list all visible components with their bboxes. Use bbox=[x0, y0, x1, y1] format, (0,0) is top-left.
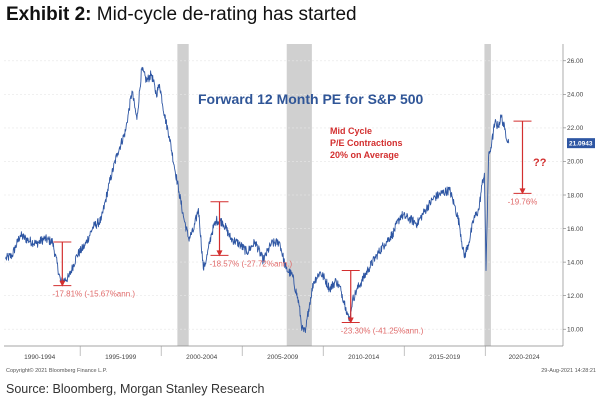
contraction-arrowhead-1 bbox=[216, 250, 223, 257]
y-tick-label-4: 18.00 bbox=[567, 192, 584, 199]
x-tick-label-2: 2000-2004 bbox=[186, 354, 217, 361]
note-line-3: 20% on Average bbox=[330, 150, 399, 160]
x-tick-label-1: 1995-1999 bbox=[105, 354, 136, 361]
contraction-label-0: -17.81% (-15.67%ann.) bbox=[52, 290, 135, 299]
recession-band-1 bbox=[286, 44, 312, 346]
contraction-arrowhead-3 bbox=[519, 188, 526, 195]
note-line-2: P/E Contractions bbox=[330, 138, 403, 148]
note-line-1: Mid Cycle bbox=[330, 126, 372, 136]
contraction-arrowhead-0 bbox=[59, 280, 66, 287]
pe-chart: 10.00 12.00 14.00 16.00 18.00 20.00 22.00 24.00… bbox=[4, 44, 596, 374]
y-tick-label-8: 26.00 bbox=[567, 58, 584, 65]
exhibit-heading: Exhibit 2: Mid-cycle de-rating has start… bbox=[6, 4, 357, 26]
last-value-label: 21.0943 bbox=[569, 140, 593, 147]
contraction-label-1: -18.57% (-27.72%ann.) bbox=[209, 259, 292, 268]
y-tick-label-2: 14.00 bbox=[567, 259, 584, 266]
axes: 10.00 12.00 14.00 16.00 18.00 20.00 22.00 24.00… bbox=[4, 44, 584, 361]
series-group bbox=[5, 66, 510, 334]
y-tick-label-5: 20.00 bbox=[567, 159, 584, 166]
x-tick-label-6: 2020-2024 bbox=[509, 354, 540, 361]
chart-title: Forward 12 Month PE for S&P 500 bbox=[198, 91, 424, 107]
contraction-annotations: -17.81% (-15.67%ann.) -18.57% (-27.72%ann… bbox=[52, 120, 538, 336]
contraction-arrowhead-2 bbox=[347, 317, 354, 324]
mid-cycle-note: Mid Cycle P/E Contractions 20% on Averag… bbox=[330, 126, 403, 160]
x-tick-label-5: 2015-2019 bbox=[429, 354, 460, 361]
last-value-flag: 21.0943 bbox=[567, 138, 595, 149]
x-tick-label-3: 2005-2009 bbox=[267, 354, 298, 361]
last-value-box bbox=[567, 138, 595, 149]
question-mark: ?? bbox=[533, 157, 547, 169]
grid bbox=[4, 60, 563, 330]
series-line bbox=[5, 66, 510, 334]
contraction-label-3: -19.76% bbox=[508, 197, 538, 206]
y-tick-label-3: 16.00 bbox=[567, 226, 584, 233]
y-tick-label-0: 10.00 bbox=[567, 327, 584, 334]
recession-band-0 bbox=[177, 44, 189, 346]
y-tick-label-1: 12.00 bbox=[567, 293, 584, 300]
exhibit-label: Exhibit 2: bbox=[6, 4, 92, 25]
exhibit-title: Mid-cycle de-rating has started bbox=[96, 4, 357, 25]
source-note: Source: Bloomberg, Morgan Stanley Resear… bbox=[6, 382, 265, 396]
x-tick-label-0: 1990-1994 bbox=[24, 354, 55, 361]
copyright: Copyright© 2021 Bloomberg Finance L.P. bbox=[6, 367, 108, 374]
x-tick-label-4: 2010-2014 bbox=[348, 354, 379, 361]
y-tick-label-6: 22.00 bbox=[567, 125, 584, 132]
timestamp: 29-Aug-2021 14:28:21 bbox=[541, 368, 596, 374]
y-tick-label-7: 24.00 bbox=[567, 92, 584, 99]
contraction-label-2: -23.30% (-41.25%ann.) bbox=[341, 327, 424, 336]
